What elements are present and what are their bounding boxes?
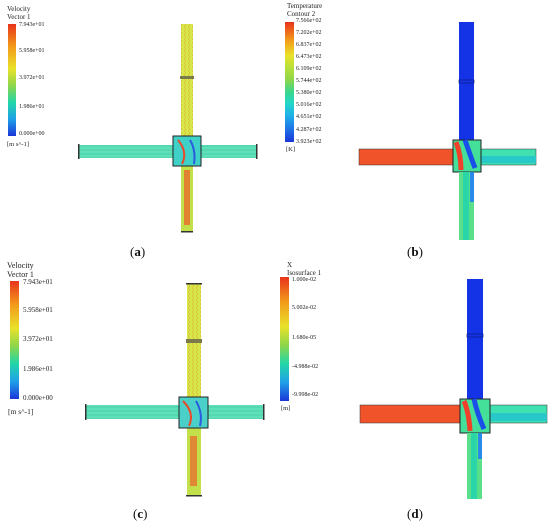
tick-c-3: 1.986e+01 [23,365,53,373]
colorbar-a [8,24,16,136]
tick-a-3: 1.986e+01 [19,104,45,110]
tick-c-1: 5.958e+01 [23,306,53,314]
tick-a-2: 3.972e+01 [19,75,45,81]
unit-d: [m] [281,405,291,412]
tick-d-1: 5.002e-02 [292,305,317,311]
tick-b-3: 6.473e+02 [296,54,322,60]
tick-b-2: 6.837e+02 [296,42,322,48]
legend-title-c: Velocity Vector 1 [7,261,34,279]
panel-a: Velocity Vector 1 7.943e+01 5.958e+01 3.… [0,0,275,261]
unit-c: [m s^-1] [8,407,34,416]
tick-b-6: 5.380e+02 [296,90,322,96]
panel-c: Velocity Vector 1 7.943e+01 5.958e+01 3.… [0,261,275,522]
tick-b-5: 5.744e+02 [296,78,322,84]
panel-d: X Isosurface 1 1.000e-02 5.002e-02 1.680… [275,261,550,522]
tick-d-4: -9.998e-02 [292,392,319,398]
colorbar-b [285,22,294,142]
tick-b-9: 4.287e+02 [296,127,322,133]
caption-d: (d) [407,506,423,521]
tick-b-1: 7.202e+02 [296,30,322,36]
tick-c-2: 3.972e+01 [23,335,53,343]
unit-a: [m s^-1] [7,141,30,148]
velocity-field-a [78,24,258,233]
isosurface-field-d [359,279,548,499]
caption-c: (c) [133,506,148,521]
colorbar-d [280,277,289,401]
tick-b-10: 3.923e+02 [296,139,322,145]
temperature-field-b [358,22,537,240]
tick-a-0: 7.943e+01 [19,22,45,28]
tick-b-4: 6.109e+02 [296,66,322,72]
tick-a-1: 5.958e+01 [19,48,45,54]
tick-c-4: 0.000e+00 [23,394,53,402]
velocity-field-c [85,283,265,497]
tick-c-0: 7.943e+01 [23,278,53,286]
tick-d-3: -4.988e-02 [292,364,319,370]
tick-b-8: 4.651e+02 [296,114,322,120]
caption-b: (b) [407,244,423,259]
tick-d-0: 1.000e-02 [292,277,317,283]
tick-b-7: 5.016e+02 [296,102,322,108]
legend-title-d: X Isosurface 1 [287,261,322,277]
legend-title-b: Temperature Contour 2 [287,2,323,18]
tick-d-2: 1.680e-05 [292,335,317,341]
unit-b: [K] [286,146,296,153]
tick-a-4: 0.000e+00 [19,131,45,137]
tick-b-0: 7.566e+02 [296,18,322,24]
colorbar-c [10,281,19,399]
panel-b: Temperature Contour 2 7.566e+02 7.202e+0… [275,0,550,261]
caption-a: (a) [130,244,146,259]
legend-title-a: Velocity Vector 1 [7,5,31,21]
